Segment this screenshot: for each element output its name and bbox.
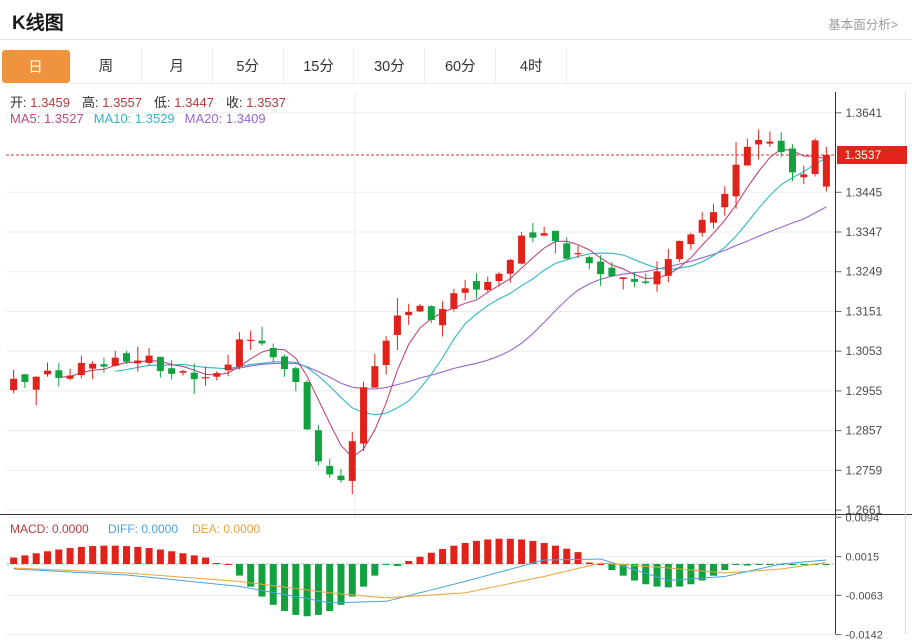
svg-text:DEA: 0.0000: DEA: 0.0000 — [192, 522, 260, 536]
svg-text:1.3249: 1.3249 — [846, 265, 883, 279]
svg-text:1.3151: 1.3151 — [846, 304, 883, 318]
svg-text:-0.0063: -0.0063 — [846, 590, 883, 602]
svg-text:1.2759: 1.2759 — [846, 463, 883, 477]
svg-text:0.0094: 0.0094 — [846, 512, 880, 524]
svg-text:0.0015: 0.0015 — [846, 552, 880, 564]
svg-text:MACD: 0.0000: MACD: 0.0000 — [10, 522, 89, 536]
svg-text:DIFF: 0.0000: DIFF: 0.0000 — [108, 522, 178, 536]
svg-text:-0.0142: -0.0142 — [846, 630, 883, 642]
svg-text:1.3641: 1.3641 — [846, 106, 883, 120]
svg-text:1.2955: 1.2955 — [846, 384, 883, 398]
svg-text:1.3347: 1.3347 — [846, 225, 883, 239]
svg-text:1.3053: 1.3053 — [846, 344, 883, 358]
svg-text:1.3445: 1.3445 — [846, 185, 883, 199]
svg-text:1.2857: 1.2857 — [846, 424, 883, 438]
